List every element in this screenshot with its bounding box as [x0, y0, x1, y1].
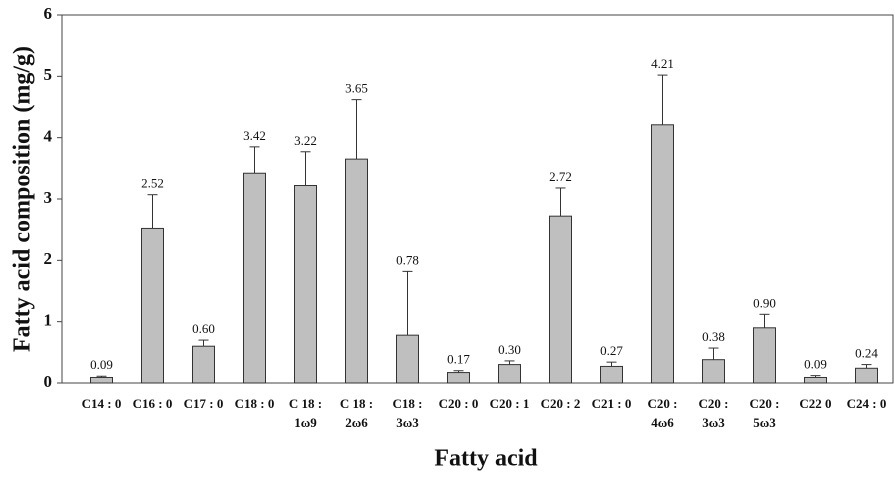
x-tick-label: C 18 :: [340, 396, 373, 411]
x-tick-label: C20 : 2: [541, 396, 581, 411]
value-label: 2.72: [549, 169, 572, 184]
value-label: 3.22: [294, 133, 317, 148]
x-tick-label: 2ω6: [345, 415, 368, 430]
bar: [702, 359, 725, 384]
value-label: 0.17: [447, 352, 470, 367]
x-tick-label: C16 : 0: [133, 396, 173, 411]
bar: [90, 376, 113, 384]
y-tick-label: 1: [44, 311, 53, 330]
x-tick-label: C22 0: [799, 396, 831, 411]
bar: [804, 376, 827, 384]
bar: [651, 124, 674, 384]
x-tick-label: 3ω3: [396, 415, 419, 430]
value-label: 2.52: [141, 176, 164, 191]
value-label: 0.27: [600, 343, 623, 358]
value-label: 3.65: [345, 81, 368, 96]
bar: [549, 215, 572, 384]
bar: [345, 158, 368, 384]
x-tick-label: C20 :: [648, 396, 678, 411]
x-tick-label: C21 : 0: [592, 396, 632, 411]
y-tick-label: 6: [44, 4, 53, 23]
x-tick-label: C20 : 0: [439, 396, 479, 411]
value-label: 0.24: [855, 346, 878, 361]
value-label: 0.30: [498, 342, 521, 357]
x-tick-label: C18 :: [393, 396, 423, 411]
bar: [294, 185, 317, 384]
bar: [753, 327, 776, 384]
value-label: 4.21: [651, 56, 674, 71]
value-label: 0.38: [702, 329, 725, 344]
bar: [243, 172, 266, 384]
x-tick-label: C24 : 0: [847, 396, 887, 411]
bar: [855, 367, 878, 384]
x-tick-label: C17 : 0: [184, 396, 224, 411]
value-label: 0.90: [753, 295, 776, 310]
x-tick-label: C14 : 0: [82, 396, 122, 411]
x-tick-label: 4ω6: [651, 415, 674, 430]
y-tick-label: 2: [44, 249, 53, 268]
value-label: 0.09: [804, 357, 827, 372]
x-tick-label: 5ω3: [753, 415, 776, 430]
y-tick-label: 4: [44, 127, 53, 146]
x-axis-title: Fatty acid: [434, 446, 538, 472]
y-tick-label: 0: [44, 372, 53, 391]
y-axis-title: Fatty acid composition (mg/g): [10, 46, 36, 352]
bar: [498, 364, 521, 384]
value-label: 0.09: [90, 357, 113, 372]
bar: [396, 334, 419, 384]
x-tick-label: C 18 :: [289, 396, 322, 411]
value-label: 0.60: [192, 321, 215, 336]
bar: [141, 227, 164, 384]
x-tick-label: C20 : 1: [490, 396, 530, 411]
x-tick-label: C18 : 0: [235, 396, 275, 411]
x-tick-label: 3ω3: [702, 415, 725, 430]
value-label: 3.42: [243, 128, 266, 143]
bar: [600, 365, 623, 384]
x-tick-label: C20 :: [699, 396, 729, 411]
y-tick-label: 3: [44, 188, 53, 207]
y-tick-label: 5: [44, 65, 53, 84]
x-tick-label: C20 :: [750, 396, 780, 411]
value-label: 0.78: [396, 252, 419, 267]
bar: [447, 372, 470, 384]
x-tick-label: 1ω9: [294, 415, 317, 430]
bar: [192, 345, 215, 384]
